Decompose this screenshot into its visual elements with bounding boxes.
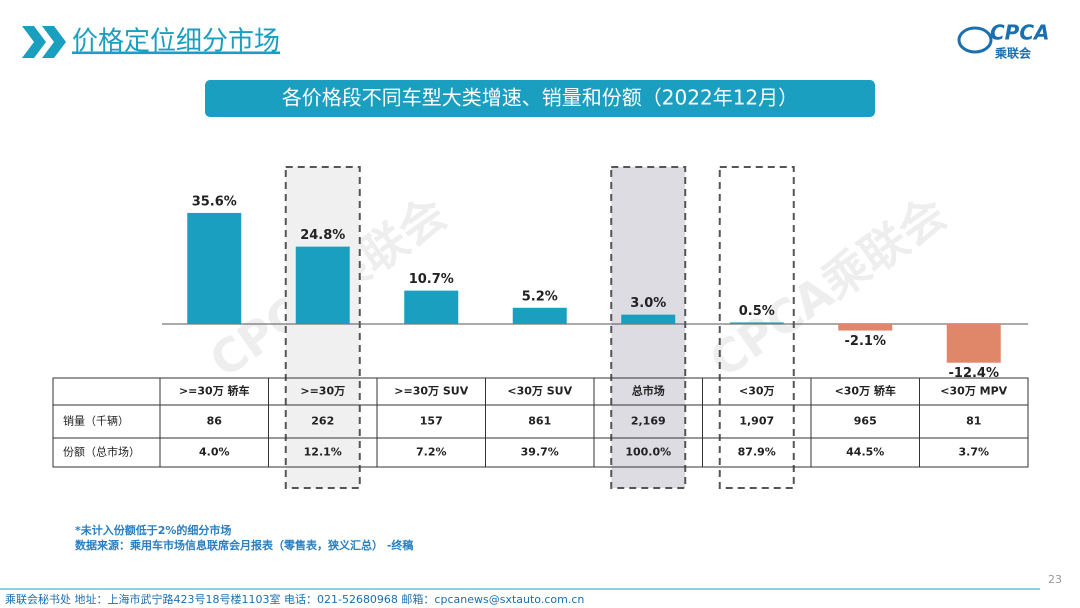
data-label: 5.2% [522, 289, 558, 304]
table-cell: 1,907 [739, 415, 774, 428]
column-header: <30万 SUV [507, 385, 572, 398]
logo: CPCA [990, 21, 1050, 45]
row-header: 销量（千辆） [63, 414, 129, 428]
note: 数据来源：乘用车市场信息联席会月报表（零售表，狭义汇总） -终稿 [75, 538, 413, 552]
table-cell: 12.1% [304, 446, 342, 459]
column-header: <30万 MPV [940, 385, 1007, 398]
column-header: 总市场 [632, 384, 665, 398]
column-header: >=30万 轿车 [179, 384, 250, 398]
bar [729, 322, 784, 324]
data-label: -2.1% [845, 334, 886, 349]
column-header: >=30万 [300, 385, 345, 398]
table-cell: 3.7% [958, 446, 989, 459]
logo-icon [957, 26, 993, 54]
footer: 乘联会秘书处 地址：上海市武宁路423号18号楼1103室 电话：021-526… [5, 592, 584, 606]
chart: >=30万 轿车 35.6% >=30万 24.8% >=30万 SUV 10.7% <30… [52, 166, 1029, 489]
page-number: 23 [1048, 573, 1062, 586]
table-border [52, 377, 1029, 468]
note: *未计入份额低于2%的细分市场 [75, 523, 231, 537]
table-cell: 262 [311, 415, 334, 428]
data-label: 10.7% [409, 272, 454, 287]
table-cell: 965 [854, 415, 877, 428]
bar [512, 307, 567, 324]
data-label: 24.8% [300, 228, 345, 243]
table-cell: 861 [528, 415, 551, 428]
data-label: -12.4% [949, 366, 1000, 381]
data-label: 3.0% [630, 296, 666, 311]
table-cell: 86 [207, 415, 223, 428]
bar [295, 246, 350, 324]
data-label: 0.5% [739, 304, 775, 319]
table-cell: 7.2% [416, 446, 447, 459]
chevron-icon [22, 26, 66, 58]
table-cell: 44.5% [846, 446, 884, 459]
bar [946, 324, 1001, 363]
column-header: >=30万 SUV [394, 385, 468, 398]
table-cell: 157 [420, 415, 443, 428]
highlight-box [610, 166, 687, 489]
bar [838, 324, 893, 331]
bar [621, 314, 676, 324]
table-cell: 87.9% [738, 446, 776, 459]
logo-subtitle: 乘联会 [994, 46, 1032, 61]
bar [187, 212, 242, 324]
subtitle-box [205, 80, 875, 117]
row-header: 份额（总市场） [63, 445, 140, 459]
chart-title: 各价格段不同车型大类增速、销量和份额（2022年12月） [282, 86, 798, 110]
slide-title: 价格定位细分市场 [72, 27, 280, 57]
data-label: 35.6% [192, 194, 237, 209]
highlight-box [718, 166, 795, 489]
table-cell: 4.0% [199, 446, 230, 459]
table-cell: 100.0% [625, 446, 671, 459]
column-header: <30万 [739, 385, 775, 398]
table-cell: 2,169 [631, 415, 666, 428]
column-header: <30万 轿车 [835, 384, 896, 398]
highlight-box [284, 166, 361, 489]
table-cell: 39.7% [521, 446, 559, 459]
bar [404, 290, 459, 324]
table-cell: 81 [966, 415, 981, 428]
